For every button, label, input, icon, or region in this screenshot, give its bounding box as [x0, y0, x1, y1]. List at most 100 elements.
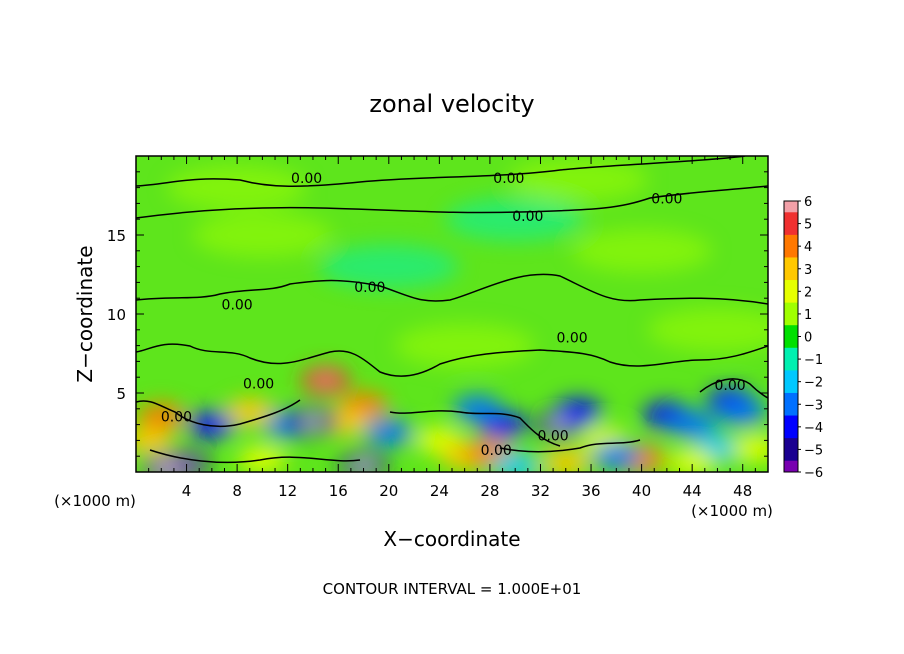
colorbar-band — [784, 449, 798, 462]
field-region — [508, 157, 649, 202]
field-region — [318, 244, 459, 289]
contour-line — [136, 156, 746, 187]
colorbar-band — [784, 426, 798, 439]
colorbar-tick-label: 6 — [804, 195, 812, 210]
colorbar-tick-label: 0 — [804, 331, 812, 346]
field-region — [453, 394, 502, 423]
contour-line — [136, 273, 768, 305]
colorbar-band — [784, 234, 798, 247]
x-tick-label: 8 — [232, 482, 242, 500]
colorbar-band — [784, 359, 798, 371]
y-axis: 5 10 15 — [107, 171, 768, 457]
velocity-field — [136, 157, 768, 472]
x-axis: 4 8 12 16 20 24 28 32 36 40 44 48 — [148, 156, 756, 500]
x-tick-label: 24 — [430, 482, 449, 500]
x-tick-label: 16 — [329, 482, 348, 500]
colorbar-tick-label: 2 — [804, 285, 812, 300]
field-core — [354, 460, 373, 471]
contour-label: 0.00 — [538, 429, 569, 445]
field-region — [192, 213, 333, 257]
colorbar-band — [784, 404, 798, 417]
x-tick-label: 48 — [733, 482, 752, 500]
contour-interval-note: CONTOUR INTERVAL = 1.000E+01 — [323, 580, 582, 598]
colorbar-band — [784, 347, 798, 360]
field-region — [541, 448, 590, 472]
contour-label: 0.00 — [243, 377, 274, 393]
field-region — [554, 397, 603, 426]
field-region — [647, 307, 768, 352]
colorbar-band — [784, 370, 798, 383]
colorbar: 6 5 4 3 2 1 0 −1 −2 −3 −4 −5 −6 — [783, 195, 823, 481]
colorbar-band — [784, 268, 798, 281]
colorbar-band — [784, 212, 798, 225]
colorbar-band — [784, 223, 798, 236]
x-unit-left: (×1000 m) — [54, 492, 136, 510]
contour-label: 0.00 — [556, 331, 587, 347]
contour-label: 0.00 — [222, 298, 253, 314]
colorbar-band — [784, 302, 798, 315]
colorbar-band — [784, 460, 798, 473]
y-tick-label: 5 — [116, 385, 126, 403]
field-region — [187, 410, 236, 439]
field-region — [137, 402, 186, 431]
contour-line — [136, 399, 301, 428]
chart-title: zonal velocity — [369, 90, 534, 118]
contour-lines — [136, 156, 768, 464]
y-axis-label: Z−coordinate — [73, 245, 97, 382]
colorbar-band — [784, 438, 798, 450]
colorbar-tick-label: −6 — [804, 466, 823, 481]
contour-label: 0.00 — [481, 443, 512, 459]
y-tick-label: 15 — [107, 227, 126, 245]
contour-line — [136, 185, 768, 219]
contour-line — [499, 439, 641, 453]
colorbar-tick-label: 5 — [804, 218, 812, 233]
x-tick-label: 32 — [531, 482, 550, 500]
x-tick-label: 44 — [683, 482, 702, 500]
field-region — [731, 434, 768, 463]
field-region — [167, 165, 308, 210]
colorbar-band — [784, 325, 798, 337]
contour-line — [136, 343, 768, 377]
field-core — [303, 416, 322, 427]
colorbar-band — [784, 257, 798, 270]
field-region — [718, 397, 767, 426]
x-tick-label: 4 — [182, 482, 192, 500]
colorbar-band — [784, 415, 798, 428]
contour-label: 0.00 — [512, 209, 543, 225]
colorbar-band — [784, 313, 798, 326]
colorbar-tick-label: −4 — [804, 421, 823, 436]
contour-label: 0.00 — [354, 280, 385, 296]
colorbar-tick-label: −5 — [804, 443, 823, 458]
contour-line — [149, 449, 361, 464]
colorbar-band — [784, 201, 798, 213]
colorbar-band — [784, 336, 798, 349]
field-region — [491, 451, 540, 472]
y-tick-label: 10 — [107, 306, 126, 324]
colorbar-band — [784, 291, 798, 304]
x-tick-label: 28 — [480, 482, 499, 500]
x-tick-label: 12 — [278, 482, 297, 500]
colorbar-band — [784, 280, 798, 292]
field-region — [238, 445, 287, 472]
colorbar-tick-label: 3 — [804, 263, 812, 278]
field-region — [225, 397, 274, 426]
field-region — [592, 442, 641, 471]
x-unit-right: (×1000 m) — [691, 502, 773, 520]
x-tick-label: 20 — [379, 482, 398, 500]
contour-label: 0.00 — [291, 171, 322, 187]
field-region — [668, 410, 717, 439]
contour-label: 0.00 — [161, 410, 192, 426]
contour-label: 0.00 — [651, 192, 682, 208]
field-core — [316, 375, 335, 386]
field-region — [394, 323, 535, 368]
contour-label: 0.00 — [714, 378, 745, 394]
x-tick-label: 36 — [581, 482, 600, 500]
colorbar-tick-label: −3 — [804, 398, 823, 413]
x-axis-label: X−coordinate — [383, 527, 520, 551]
contour-line — [699, 378, 768, 399]
field-region — [136, 426, 173, 455]
field-core — [158, 463, 177, 472]
colorbar-band — [784, 381, 798, 394]
x-tick-label: 40 — [632, 482, 651, 500]
colorbar-tick-label: −1 — [804, 353, 823, 368]
